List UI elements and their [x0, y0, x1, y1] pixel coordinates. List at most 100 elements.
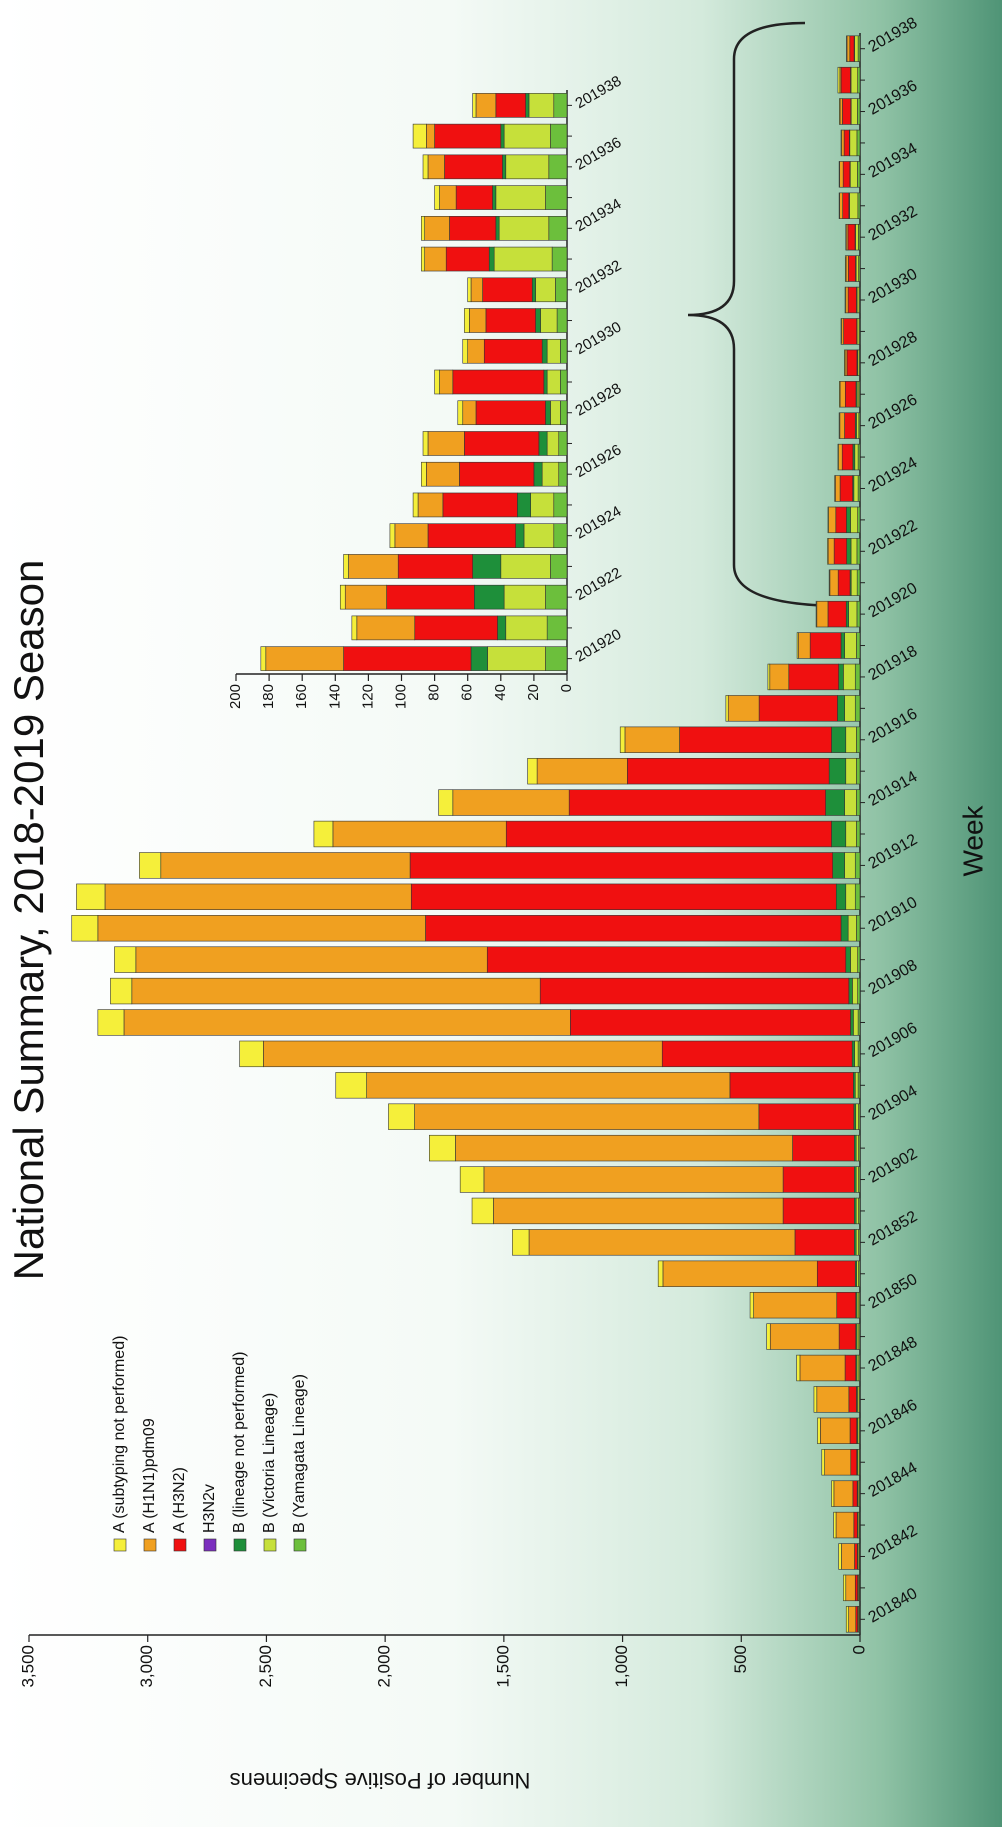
bar	[838, 412, 841, 439]
bar	[839, 412, 845, 439]
bar	[853, 1511, 858, 1539]
bar	[729, 1072, 854, 1099]
bar	[846, 35, 851, 62]
bar	[813, 1386, 818, 1413]
bar	[854, 1072, 859, 1099]
bar	[427, 523, 516, 548]
y-tick-label: 60	[459, 684, 476, 701]
bar	[838, 1323, 857, 1350]
bar	[546, 615, 568, 641]
bar	[426, 123, 435, 149]
y-tick-label: 180	[260, 684, 277, 709]
bar	[837, 695, 845, 722]
bar	[825, 789, 845, 816]
legend-label: A (subtyping not performed)	[111, 1336, 128, 1533]
bar	[539, 977, 850, 1005]
bar	[260, 646, 267, 671]
bar	[839, 475, 853, 502]
x-tick-label: 201922	[866, 517, 921, 558]
bar	[414, 615, 498, 641]
bar	[856, 757, 861, 785]
bar	[843, 129, 850, 157]
bar	[844, 789, 857, 816]
x-tick-label: 201910	[866, 894, 921, 935]
bar	[421, 461, 427, 487]
bar	[97, 915, 426, 942]
bar	[470, 277, 483, 303]
bar	[475, 400, 546, 426]
bar	[841, 1543, 855, 1570]
bar	[505, 820, 832, 848]
bar	[827, 600, 847, 628]
bar	[831, 1480, 835, 1507]
x-tick-label: 201936	[866, 77, 921, 118]
bar	[505, 154, 550, 180]
bar	[139, 852, 162, 879]
bar	[855, 1197, 859, 1225]
bar	[427, 431, 465, 456]
bar	[97, 1009, 125, 1036]
bar	[427, 154, 445, 180]
bar	[459, 1166, 485, 1193]
bar	[854, 1040, 859, 1068]
bar	[495, 216, 500, 241]
bar	[856, 538, 861, 565]
bar	[817, 1417, 821, 1445]
bar	[842, 192, 850, 219]
bar	[853, 475, 859, 502]
bar	[856, 569, 861, 596]
bar	[619, 726, 626, 753]
bar	[449, 216, 497, 241]
bar	[455, 185, 493, 210]
bar	[560, 338, 568, 364]
bar	[422, 431, 429, 456]
bar	[528, 93, 555, 118]
bar	[438, 789, 454, 816]
bar	[492, 185, 497, 210]
bar	[837, 569, 851, 596]
y-tick-label: 80	[426, 684, 443, 701]
x-tick-label: 201934	[572, 195, 624, 235]
bar	[388, 1103, 415, 1130]
x-tick-label: 201906	[866, 1020, 921, 1061]
bar	[857, 946, 861, 973]
bar	[467, 338, 485, 364]
bar	[767, 663, 771, 691]
y-tick-label: 1,000	[612, 1645, 631, 1688]
bar	[335, 1072, 367, 1099]
x-tick-label: 201924	[866, 454, 921, 495]
bar	[831, 820, 847, 848]
legend-swatch	[173, 1538, 187, 1552]
bar	[239, 1040, 264, 1068]
bar	[558, 431, 568, 456]
bar	[424, 246, 447, 272]
bar	[485, 308, 536, 333]
bar	[313, 820, 334, 848]
y-tick-label: 3,000	[137, 1645, 156, 1688]
bar	[840, 129, 843, 157]
bar	[857, 192, 861, 219]
bar	[512, 1229, 530, 1256]
bar	[856, 789, 861, 816]
y-tick-label: 3,500	[18, 1645, 37, 1688]
bar	[493, 1197, 784, 1225]
bar	[845, 883, 856, 911]
bar	[840, 318, 843, 345]
bar	[343, 554, 349, 579]
x-tick-label: 201914	[866, 768, 921, 809]
bar	[846, 538, 852, 565]
bar	[843, 663, 856, 691]
y-tick-label: 0	[849, 1645, 868, 1654]
bar	[530, 492, 555, 518]
bar	[835, 1511, 855, 1539]
bar	[541, 461, 560, 487]
bar	[486, 946, 847, 973]
x-tick-label: 201908	[866, 957, 921, 998]
bar	[548, 216, 568, 241]
bar	[855, 1134, 859, 1162]
bar	[541, 338, 548, 364]
bar	[844, 695, 856, 722]
bar	[855, 1103, 859, 1130]
bar	[837, 443, 839, 471]
